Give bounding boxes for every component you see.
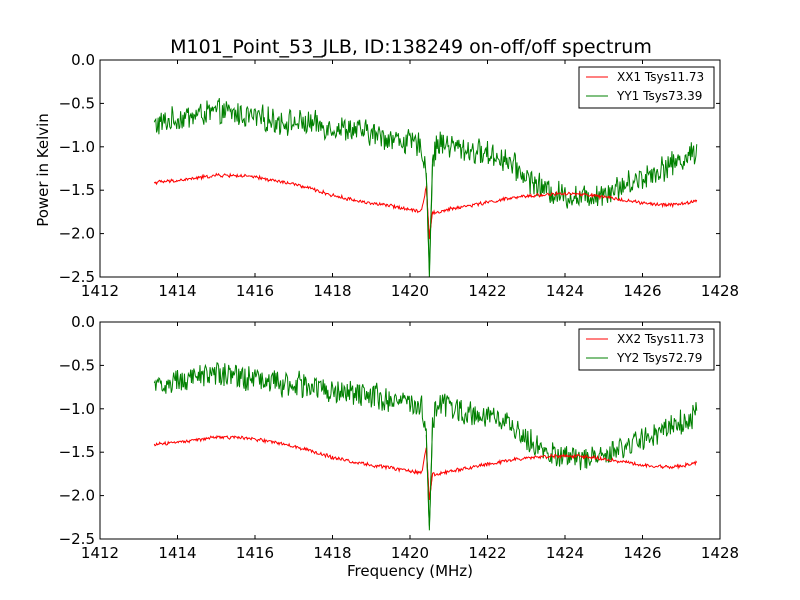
legend-label: YY1 Tsys73.39 <box>616 89 702 103</box>
axes-bottom: 1412 1414 1416 1418 1420 1422 1424 1426 1428 0.0 −… <box>59 313 740 562</box>
x-tick-label: 1412 <box>81 282 119 300</box>
y-tick-label: −1.5 <box>59 443 95 461</box>
legend-label: YY2 Tsys72.79 <box>616 351 702 365</box>
legend: XX2 Tsys11.73 YY2 Tsys72.79 <box>578 328 715 371</box>
x-tick-label: 1414 <box>158 544 196 562</box>
y-tick-label: −1.5 <box>59 181 95 199</box>
x-tick-label: 1418 <box>313 282 351 300</box>
x-tick-label: 1428 <box>701 282 739 300</box>
x-tick-label: 1424 <box>546 282 584 300</box>
y-tick-label: −2.0 <box>59 225 95 243</box>
x-tick-label: 1416 <box>236 544 274 562</box>
series-group <box>153 362 698 531</box>
x-tick-label: 1422 <box>468 544 506 562</box>
series-line-yy1 <box>153 98 698 277</box>
x-tick-label: 1412 <box>81 544 119 562</box>
x-tick-label: 1416 <box>236 282 274 300</box>
x-tick-label: 1428 <box>701 544 739 562</box>
y-tick-label: −2.5 <box>59 530 95 548</box>
series-line-yy2 <box>153 362 698 526</box>
legend: XX1 Tsys11.73 YY1 Tsys73.39 <box>578 66 715 109</box>
series-line-xx1 <box>153 172 698 240</box>
x-tick-label: 1420 <box>391 544 429 562</box>
x-tick-label: 1414 <box>158 282 196 300</box>
x-tick-label: 1420 <box>391 282 429 300</box>
figure-title: M101_Point_53_JLB, ID:138249 on-off/off … <box>170 36 652 58</box>
y-tick-label: −2.0 <box>59 487 95 505</box>
legend-box <box>578 66 715 109</box>
y-tick-label: −1.0 <box>59 138 95 156</box>
y-tick-label: −0.5 <box>59 356 95 374</box>
y-tick-label: −1.0 <box>59 400 95 418</box>
x-tick-label: 1422 <box>468 282 506 300</box>
y-tick-label: −0.5 <box>59 94 95 112</box>
x-tick-label: 1426 <box>623 282 661 300</box>
x-tick-label: 1424 <box>546 544 584 562</box>
axes-top: 1412 1414 1416 1418 1420 1422 1424 1426 1428 0.0 −… <box>59 51 740 300</box>
y-axis-label: Power in Kelvin <box>34 113 52 227</box>
y-tick-label: −2.5 <box>59 268 95 286</box>
legend-label: XX2 Tsys11.73 <box>617 332 704 346</box>
series-group <box>153 98 698 277</box>
y-tick-label: 0.0 <box>71 313 95 331</box>
y-tick-label: 0.0 <box>71 51 95 69</box>
series-dip-yy1 <box>425 164 433 271</box>
x-tick-label: 1418 <box>313 544 351 562</box>
series-dip-yy2 <box>425 426 433 531</box>
x-tick-label: 1426 <box>623 544 661 562</box>
legend-box <box>578 328 715 371</box>
legend-label: XX1 Tsys11.73 <box>617 70 704 84</box>
series-line-xx2 <box>153 434 698 500</box>
x-axis-label: Frequency (MHz) <box>347 562 473 580</box>
